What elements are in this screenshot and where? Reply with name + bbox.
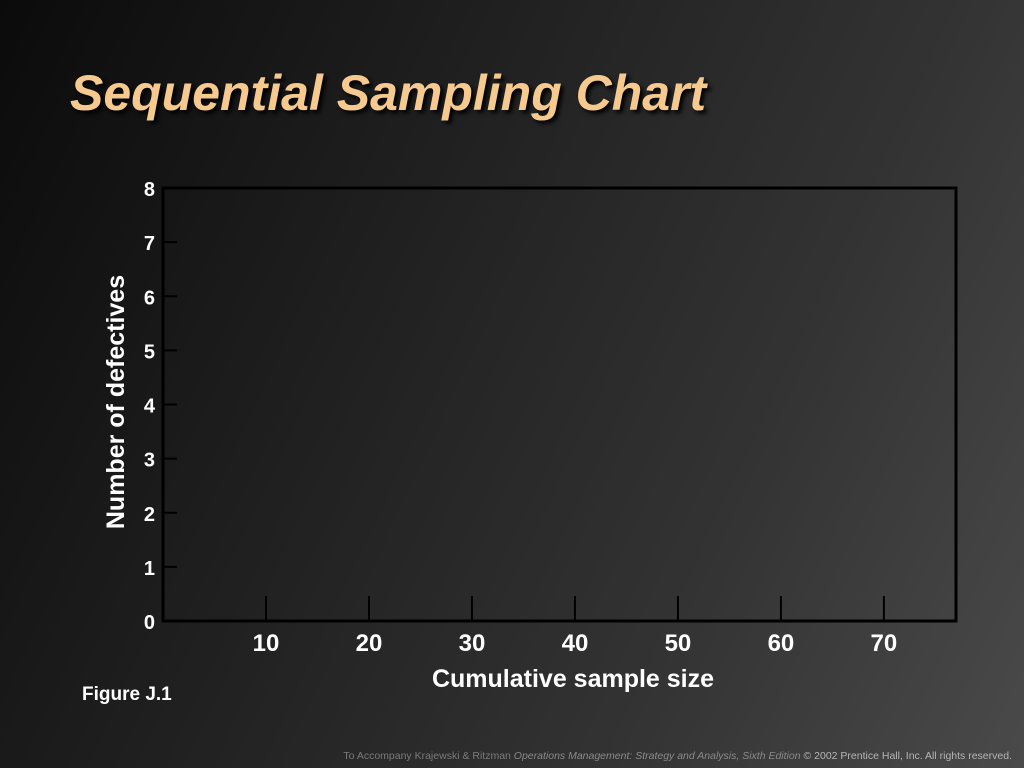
y-tick-label: 0 [144,612,155,634]
y-tick-label: 8 [144,179,155,201]
x-tick-label: 40 [562,630,589,657]
y-tick-label: 6 [144,287,155,309]
plot-frame [161,186,958,623]
footer-credit: To Accompany Krajewski & Ritzman Operati… [343,750,1012,762]
y-tick-label: 5 [144,341,155,363]
footer-prefix: To Accompany Krajewski & Ritzman [343,750,514,762]
y-tick-label: 3 [144,450,155,472]
x-tick-label: 10 [253,630,280,657]
y-tick-label: 7 [144,233,155,255]
x-tick-label: 30 [459,630,486,657]
y-tick-label: 1 [144,558,155,580]
footer-book-title: Operations Management: Strategy and Anal… [513,750,801,762]
y-tick-label: 2 [144,504,155,526]
page-title: Sequential Sampling Chart [70,65,707,121]
x-tick-label: 50 [665,630,692,657]
x-tick-label: 20 [356,630,383,657]
figure-label: Figure J.1 [82,684,172,705]
x-axis-label: Cumulative sample size [432,665,714,693]
footer-copyright: © 2002 Prentice Hall, Inc. All rights re… [800,750,1012,762]
x-axis-ticks: 10 20 30 40 50 60 70 [253,596,898,657]
y-tick-label: 4 [144,396,156,418]
x-tick-label: 60 [768,630,795,657]
x-tick-label: 70 [871,630,898,657]
y-axis-ticks: 0 1 2 3 4 5 6 7 8 [144,179,177,634]
y-axis-label: Number of defectives [102,275,130,529]
